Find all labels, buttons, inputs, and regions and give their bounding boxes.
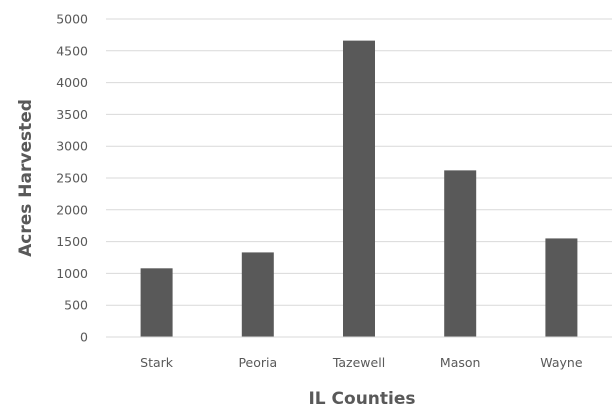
y-tick-label: 3000 [56,139,88,154]
y-tick-label: 500 [64,298,88,313]
bar-mason [444,170,477,337]
y-tick-label: 1000 [56,266,88,281]
y-tick-label: 2500 [56,171,88,186]
x-tick-label-tazewell: Tazewell [332,355,385,370]
x-tick-label-peoria: Peoria [238,355,277,370]
x-tick-label-mason: Mason [440,355,481,370]
y-tick-label: 4500 [56,43,88,58]
bar-wayne [545,238,578,337]
y-tick-label: 4000 [56,75,88,90]
y-tick-label: 2000 [56,202,88,217]
y-tick-label: 5000 [56,12,88,27]
bar-tazewell [343,40,375,338]
x-tick-labels: Stark Peoria Tazewell Mason Wayne [140,355,583,370]
y-axis-title: Acres Harvested [16,99,36,257]
x-tick-label-stark: Stark [140,355,174,370]
y-tick-labels: 0 500 1000 1500 2000 2500 3000 3500 4000 4500 5000 [56,12,88,345]
x-axis-title: IL Counties [308,389,415,409]
bar-stark [140,268,173,337]
bars [140,40,578,338]
y-tick-label: 3500 [56,107,88,122]
bar-peoria [241,252,274,337]
y-tick-label: 1500 [56,234,88,249]
x-tick-label-wayne: Wayne [540,355,583,370]
y-tick-label: 0 [80,330,88,345]
